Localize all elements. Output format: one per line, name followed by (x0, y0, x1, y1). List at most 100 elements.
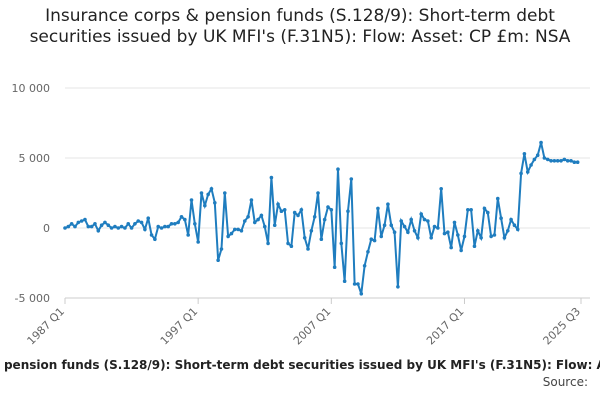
data-point (492, 233, 497, 237)
data-point (269, 175, 274, 180)
data-point (379, 234, 384, 239)
data-point (79, 219, 84, 223)
data-point (469, 208, 473, 212)
data-point (292, 210, 297, 215)
data-point (319, 237, 324, 241)
data-point (366, 250, 370, 254)
chart-title: Insurance corps & pension funds (S.128/9… (29, 6, 571, 47)
data-point (93, 222, 97, 226)
data-point (389, 223, 394, 227)
data-point (189, 198, 194, 202)
data-point (113, 224, 117, 229)
data-point (412, 229, 417, 233)
data-point (532, 157, 537, 162)
data-point (442, 231, 447, 236)
data-point (232, 227, 237, 232)
data-point (139, 220, 144, 225)
data-point (429, 236, 433, 240)
data-point (309, 229, 314, 233)
data-point (199, 191, 204, 195)
data-point (456, 233, 460, 237)
data-point (529, 163, 533, 167)
data-point (356, 282, 360, 286)
data-point (203, 203, 207, 208)
data-point (376, 206, 380, 211)
data-point (169, 222, 174, 226)
data-point (416, 236, 420, 240)
data-point (86, 224, 91, 229)
data-point (109, 226, 114, 230)
data-point (222, 191, 227, 195)
data-point (569, 159, 573, 163)
data-point (326, 205, 330, 209)
data-point (193, 222, 197, 226)
data-point (252, 220, 257, 225)
data-point (332, 265, 337, 270)
data-point (485, 210, 490, 215)
data-point (289, 244, 294, 248)
data-point (116, 226, 121, 230)
data-point (316, 191, 320, 195)
data-point (209, 187, 214, 191)
data-point (362, 264, 367, 268)
data-point (476, 229, 480, 233)
x-tick-label: 2025 Q3 (541, 305, 584, 348)
data-point (96, 229, 101, 233)
data-point (372, 238, 377, 243)
data-point (549, 159, 553, 163)
data-point (535, 153, 540, 157)
data-point (69, 222, 74, 226)
data-point (136, 219, 141, 223)
data-point (179, 215, 184, 219)
data-point (426, 219, 430, 223)
data-point (166, 224, 170, 229)
data-point (329, 208, 334, 212)
data-point (339, 241, 344, 246)
data-point (302, 236, 307, 240)
data-point (186, 233, 190, 237)
data-point (66, 224, 71, 229)
data-point (382, 223, 387, 227)
data-point (552, 159, 557, 163)
data-point (219, 247, 224, 251)
data-point (419, 212, 424, 216)
y-tick-label: 0 (43, 222, 50, 235)
data-point (296, 213, 300, 218)
data-point (276, 202, 280, 206)
data-point (346, 209, 350, 213)
data-point (436, 226, 440, 230)
data-point (239, 229, 244, 233)
data-point (439, 187, 443, 191)
data-point (173, 222, 177, 226)
data-point (242, 219, 247, 223)
data-point (499, 216, 503, 220)
data-point (262, 224, 267, 229)
data-point (349, 177, 354, 181)
data-point (452, 220, 457, 225)
data-point (539, 140, 543, 145)
data-point (449, 245, 453, 250)
x-tick-label: 1987 Q1 (25, 305, 68, 348)
data-point (83, 217, 87, 222)
data-point (119, 224, 124, 229)
data-point (213, 201, 217, 205)
data-point (196, 240, 200, 244)
data-point (256, 217, 260, 222)
data-point (133, 222, 137, 226)
data-point (312, 215, 317, 219)
data-point (226, 234, 230, 239)
data-point (286, 241, 290, 246)
data-point (502, 236, 507, 240)
data-point (545, 157, 550, 162)
data-point (466, 208, 470, 212)
data-point (299, 208, 304, 212)
data-point (559, 159, 563, 163)
data-point (565, 159, 570, 163)
x-tick-label: 2017 Q1 (424, 305, 467, 348)
data-point (272, 223, 277, 227)
y-tick-label: -5 000 (15, 292, 50, 305)
y-tick-label: 5 000 (19, 152, 51, 165)
data-point (406, 230, 410, 234)
data-point (163, 224, 167, 229)
